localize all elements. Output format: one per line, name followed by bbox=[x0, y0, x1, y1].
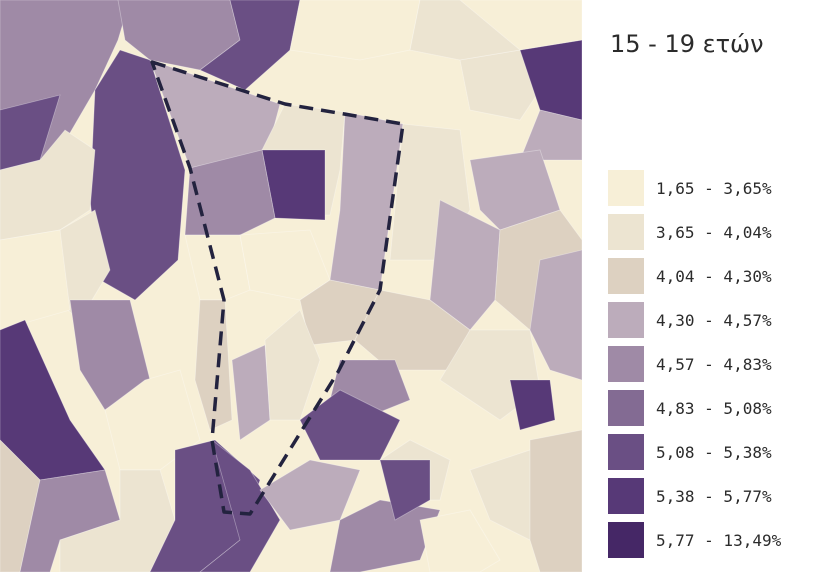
census-block bbox=[429, 199, 501, 331]
census-block bbox=[264, 309, 321, 421]
study-area-boundary bbox=[150, 60, 405, 516]
legend-item: 5,08 - 5,38% bbox=[608, 434, 772, 470]
legend-item: 5,77 - 13,49% bbox=[608, 522, 781, 558]
census-block bbox=[529, 249, 582, 381]
legend-label: 5,38 - 5,77% bbox=[656, 486, 772, 506]
census-block bbox=[509, 379, 556, 431]
census-block bbox=[289, 0, 421, 61]
census-block-polygons bbox=[0, 0, 582, 572]
legend-label: 5,77 - 13,49% bbox=[656, 530, 782, 550]
census-block bbox=[529, 429, 582, 572]
legend-item: 4,57 - 4,83% bbox=[608, 346, 772, 382]
legend-swatch bbox=[608, 170, 644, 206]
legend-swatch bbox=[608, 434, 644, 470]
legend-swatch bbox=[608, 346, 644, 382]
legend-label: 4,04 - 4,30% bbox=[656, 266, 772, 286]
census-block bbox=[0, 229, 71, 331]
legend-label: 4,83 - 5,08% bbox=[656, 398, 772, 418]
census-block bbox=[0, 129, 96, 241]
legend-swatch bbox=[608, 478, 644, 514]
legend-item: 3,65 - 4,04% bbox=[608, 214, 772, 250]
census-block bbox=[184, 234, 251, 301]
census-block bbox=[519, 109, 582, 161]
legend-item: 5,38 - 5,77% bbox=[608, 478, 772, 514]
legend-label: 1,65 - 3,65% bbox=[656, 178, 772, 198]
legend-label: 4,57 - 4,83% bbox=[656, 354, 772, 374]
census-block bbox=[299, 389, 401, 461]
legend-swatch bbox=[608, 390, 644, 426]
legend-swatch bbox=[608, 258, 644, 294]
legend-swatch bbox=[608, 302, 644, 338]
legend-swatch bbox=[608, 214, 644, 250]
census-block bbox=[59, 469, 176, 572]
census-block bbox=[379, 459, 431, 521]
legend-label: 5,08 - 5,38% bbox=[656, 442, 772, 462]
census-block bbox=[459, 0, 582, 51]
census-block bbox=[419, 509, 501, 572]
census-block bbox=[259, 459, 361, 531]
legend-item: 4,83 - 5,08% bbox=[608, 390, 772, 426]
legend-item: 4,30 - 4,57% bbox=[608, 302, 772, 338]
legend-title: 15 - 19 ετών bbox=[610, 30, 764, 58]
legend-item: 1,65 - 3,65% bbox=[608, 170, 772, 206]
census-block bbox=[184, 149, 276, 236]
census-block bbox=[0, 439, 41, 572]
choropleth-map bbox=[0, 0, 582, 572]
legend-item: 4,04 - 4,30% bbox=[608, 258, 772, 294]
census-block bbox=[459, 49, 541, 121]
legend-label: 4,30 - 4,57% bbox=[656, 310, 772, 330]
census-block bbox=[329, 499, 441, 572]
legend-swatch bbox=[608, 522, 644, 558]
legend-label: 3,65 - 4,04% bbox=[656, 222, 772, 242]
census-block bbox=[199, 438, 281, 572]
